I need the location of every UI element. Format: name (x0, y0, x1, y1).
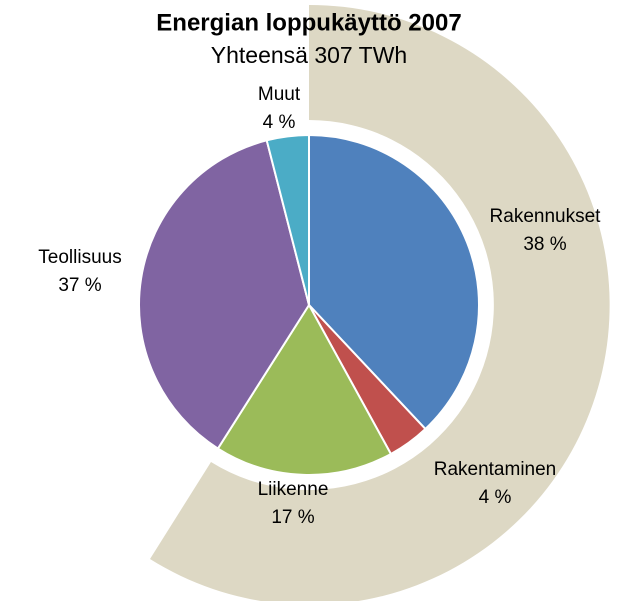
chart-title: Energian loppukäyttö 2007 (156, 9, 461, 36)
slice-label: Teollisuus (38, 247, 121, 268)
slice-label: Muut (258, 84, 301, 105)
slice-label: Rakennukset (490, 206, 602, 227)
slice-value-label: 4 % (263, 112, 296, 133)
slice-label: Liikenne (258, 479, 329, 500)
chart: Energian loppukäyttö 2007 Yhteensä 307 T… (0, 0, 634, 601)
slice-value-label: 37 % (58, 275, 101, 296)
slice-value-label: 38 % (523, 234, 566, 255)
slice-value-label: 4 % (479, 487, 512, 508)
slice-value-label: 17 % (271, 507, 314, 528)
slice-label: Rakentaminen (434, 459, 557, 480)
chart-subtitle: Yhteensä 307 TWh (211, 42, 407, 68)
